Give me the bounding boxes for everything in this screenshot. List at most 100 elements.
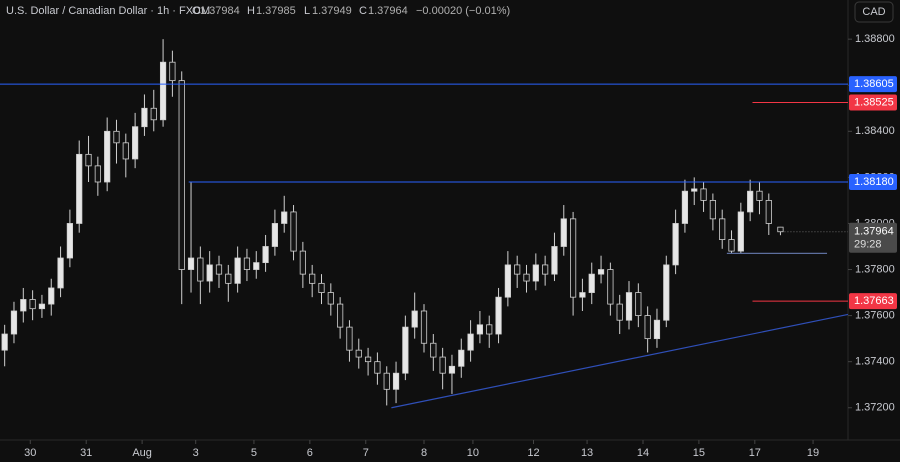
candle-body — [94, 165, 101, 183]
candle-body — [635, 292, 642, 317]
candle-body — [281, 211, 288, 224]
candle-body — [299, 250, 306, 275]
candle-body — [327, 292, 334, 305]
candle-body — [448, 365, 456, 374]
candle-body — [420, 310, 428, 344]
candle-body — [38, 303, 46, 310]
x-tick-label: 31 — [80, 447, 92, 459]
x-tick-label: 17 — [749, 447, 761, 459]
candle-body — [700, 188, 707, 201]
last-price-label: 1.37964 — [854, 226, 894, 238]
level-label: 1.38180 — [854, 176, 894, 188]
candle-body — [458, 349, 465, 367]
candle-body — [663, 264, 670, 321]
y-tick-label: 1.38800 — [855, 33, 895, 45]
candle-body — [430, 342, 437, 358]
level-label-box — [849, 94, 897, 111]
candle-body — [76, 153, 83, 224]
last-price-box — [849, 222, 897, 253]
currency-button[interactable] — [854, 1, 894, 23]
ohlc-low: 1.37949 — [312, 5, 352, 17]
candle-body — [644, 315, 651, 340]
candle-body — [383, 372, 390, 390]
candle-body — [719, 218, 726, 240]
candle-body — [85, 153, 92, 167]
countdown-label: 29:28 — [854, 239, 882, 251]
candle-body — [709, 200, 716, 220]
candle-body — [1, 333, 8, 351]
candle-body — [523, 273, 530, 282]
candle-body — [504, 264, 511, 298]
x-tick-label: 7 — [363, 447, 369, 459]
candle-body — [579, 292, 586, 298]
y-tick-label: 1.37800 — [855, 263, 895, 275]
candle-body — [588, 273, 595, 293]
plot-area — [0, 39, 849, 409]
y-tick-label: 1.37200 — [855, 402, 895, 414]
candle-body — [206, 264, 213, 282]
candle-body — [569, 218, 577, 298]
x-tick-label: 14 — [637, 447, 649, 459]
candle-body — [132, 126, 139, 160]
trend-line — [391, 313, 849, 409]
y-tick-label: 1.37400 — [855, 356, 895, 368]
candle-body — [197, 257, 204, 282]
ohlc-letter: L — [304, 5, 310, 17]
ohlc-open: 1.37984 — [200, 5, 240, 17]
candle-body — [290, 211, 297, 252]
candle-body — [243, 257, 251, 270]
candle-body — [672, 223, 679, 266]
candle-body — [616, 303, 623, 321]
y-tick-label: 1.37600 — [855, 310, 895, 322]
level-label: 1.38605 — [854, 78, 894, 90]
x-tick-label: 5 — [251, 447, 257, 459]
candle-body — [681, 190, 689, 224]
candle-body — [411, 310, 418, 328]
candle-body — [29, 299, 36, 310]
candle-body — [104, 130, 111, 183]
candle-body — [691, 188, 698, 192]
level-label-box — [849, 173, 897, 190]
x-tick-label: 13 — [581, 447, 593, 459]
candle-body — [514, 264, 521, 275]
candle-body — [777, 226, 784, 233]
level-label-box — [849, 76, 897, 93]
candle-body — [309, 273, 316, 284]
candle-body — [402, 326, 409, 374]
candle-body — [597, 269, 605, 275]
x-tick-label: 19 — [807, 447, 819, 459]
candle-body — [271, 223, 279, 247]
candle-body — [765, 200, 772, 224]
candle-body — [355, 349, 362, 358]
x-tick-label: 10 — [467, 447, 479, 459]
candle-body — [215, 264, 223, 275]
x-tick-label: 30 — [24, 447, 36, 459]
candle-body — [159, 61, 167, 121]
ohlc-high: 1.37985 — [256, 5, 296, 17]
candle-body — [607, 269, 614, 305]
x-tick-label: 3 — [193, 447, 199, 459]
candle-body — [234, 257, 241, 284]
x-tick-label: 12 — [527, 447, 539, 459]
y-tick-label: 1.38400 — [855, 125, 895, 137]
chart-title: U.S. Dollar / Canadian Dollar · 1h · FXC… — [6, 5, 210, 17]
ohlc-close: 1.37964 — [368, 5, 408, 17]
candle-body — [542, 264, 549, 275]
candle-body — [318, 282, 325, 293]
ohlc-change: −0.00020 (−0.01%) — [416, 5, 510, 17]
x-tick-label: 8 — [421, 447, 427, 459]
candle-body — [20, 299, 27, 312]
candle-body — [532, 264, 539, 282]
x-tick-label: 6 — [307, 447, 313, 459]
candle-body — [467, 333, 474, 351]
candle-body — [10, 310, 18, 335]
level-label: 1.38525 — [854, 96, 894, 108]
level-label-box — [849, 293, 897, 310]
candle-body — [66, 223, 73, 259]
candle-body — [187, 257, 195, 270]
candle-body — [364, 356, 372, 363]
candle-body — [737, 211, 744, 252]
candle-body — [551, 246, 558, 275]
candle-body — [346, 326, 353, 351]
